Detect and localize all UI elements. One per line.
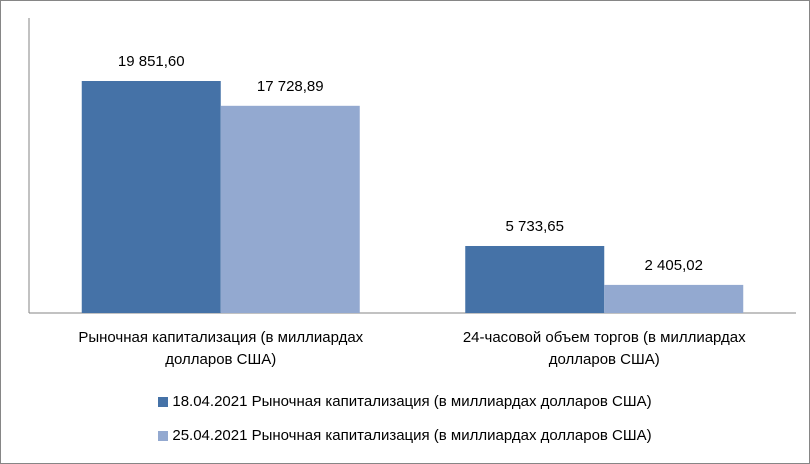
value-labels-group: 19 851,60 17 728,89 5 733,65 2 405,02 <box>118 53 703 274</box>
legend-entry-series-2: 25.04.2021 Рыночная капитализация (в мил… <box>0 427 810 444</box>
category-label-market-cap: Рыночная капитализация (в миллиардах дол… <box>51 327 391 371</box>
bar-series-2-category-1 <box>220 105 360 313</box>
data-label-series-1-category-1: 19 851,60 <box>118 53 185 70</box>
data-label-series-2-category-1: 17 728,89 <box>257 78 324 95</box>
category-label-line: долларов США) <box>548 351 660 368</box>
legend-label: 18.04.2021 Рыночная капитализация (в мил… <box>172 393 652 410</box>
legend-swatch <box>158 396 169 407</box>
bar-series-2-category-2 <box>604 284 744 313</box>
data-label-series-1-category-2: 5 733,65 <box>506 218 564 235</box>
category-label-trading-volume: 24-часовой объем торгов (в миллиардах до… <box>434 327 774 371</box>
category-label-line: долларов США) <box>165 351 277 368</box>
bars-group <box>81 81 744 313</box>
bar-series-1-category-2 <box>465 245 605 313</box>
legend-swatch <box>158 430 169 441</box>
data-label-series-2-category-2: 2 405,02 <box>645 257 703 274</box>
category-label-line: 24-часовой объем торгов (в миллиардах <box>462 329 746 346</box>
legend-label: 25.04.2021 Рыночная капитализация (в мил… <box>172 427 652 444</box>
bar-series-1-category-1 <box>81 81 221 313</box>
category-label-line: Рыночная капитализация (в миллиардах <box>78 329 364 346</box>
legend-entry-series-1: 18.04.2021 Рыночная капитализация (в мил… <box>0 393 810 410</box>
